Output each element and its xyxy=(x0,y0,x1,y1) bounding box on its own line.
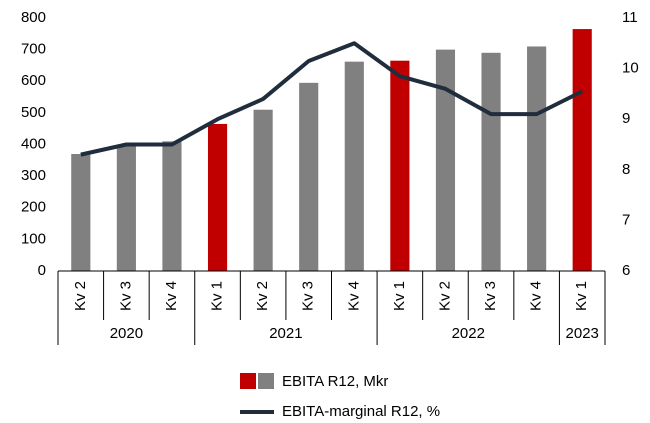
bar xyxy=(481,52,501,271)
y-tick-label: 400 xyxy=(21,135,46,152)
bar xyxy=(207,123,228,271)
legend-label: EBITA R12, Mkr xyxy=(282,373,388,390)
bar xyxy=(253,109,273,272)
year-label: 2020 xyxy=(110,325,143,342)
y2-tick-label: 8 xyxy=(622,161,630,178)
x-tick-label: Kv 3 xyxy=(300,281,317,311)
legend-label: EBITA-marginal R12, % xyxy=(282,403,440,420)
bar xyxy=(344,61,364,271)
bar xyxy=(572,29,592,271)
legend-swatch xyxy=(240,373,256,389)
legend-swatch xyxy=(258,373,274,389)
bar xyxy=(162,141,182,271)
x-tick-label: Kv 4 xyxy=(345,281,362,311)
x-tick-label: Kv 2 xyxy=(254,281,271,311)
y2-tick-label: 9 xyxy=(622,110,630,127)
y2-tick-label: 6 xyxy=(622,262,630,279)
y2-tick-label: 10 xyxy=(622,60,639,77)
y2-tick-label: 7 xyxy=(622,211,630,228)
year-label: 2022 xyxy=(452,325,485,342)
bar xyxy=(527,46,547,272)
y-tick-label: 300 xyxy=(21,167,46,184)
x-tick-label: Kv 2 xyxy=(72,281,89,311)
x-tick-label: Kv 1 xyxy=(391,281,408,311)
y2-tick-label: 11 xyxy=(622,9,638,26)
x-tick-label: Kv 4 xyxy=(163,281,180,311)
bar xyxy=(390,60,410,271)
year-label: 2021 xyxy=(269,325,302,342)
x-tick-label: Kv 1 xyxy=(573,281,590,311)
y-tick-label: 0 xyxy=(38,262,46,279)
y-tick-label: 200 xyxy=(21,199,46,216)
y-tick-label: 700 xyxy=(21,41,46,58)
y-tick-label: 600 xyxy=(21,72,46,89)
y-tick-label: 100 xyxy=(21,230,46,247)
x-tick-label: Kv 4 xyxy=(528,281,545,311)
x-tick-label: Kv 3 xyxy=(117,281,134,311)
bar xyxy=(116,144,136,271)
year-label: 2023 xyxy=(566,325,599,342)
y-tick-label: 500 xyxy=(21,104,46,121)
line-series xyxy=(80,41,584,157)
y-tick-label: 800 xyxy=(21,9,46,26)
bar xyxy=(299,82,319,271)
x-tick-label: Kv 3 xyxy=(482,281,499,311)
bar xyxy=(71,153,91,271)
x-tick-label: Kv 1 xyxy=(209,281,226,311)
x-tick-label: Kv 2 xyxy=(436,281,453,311)
bar xyxy=(435,49,456,271)
